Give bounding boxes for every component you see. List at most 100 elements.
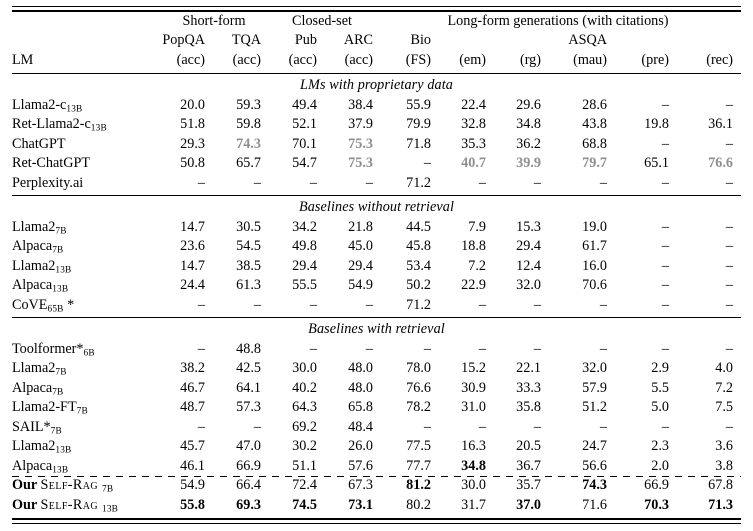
lm-column-spacer [12,12,162,31]
value-cell: 51.8 [180,116,205,132]
value-cell: 64.1 [236,379,261,396]
value-cell: 66.9 [644,477,669,493]
lm-name: Ret-ChatGPT [12,154,162,174]
table-row: Alpaca7B 23.6 54.5 49.8 45.0 45.8 18.8 29.4 61.7… [12,237,741,257]
lm-model-name: Alpaca [12,238,53,254]
value-cell: 15.3 [516,218,541,235]
value-cell: – [661,96,669,113]
lm-model-name: Ret-Llama2-c [12,116,91,132]
value-cell: – [533,418,541,435]
lm-name: Perplexity.ai [12,174,162,194]
value-cell: 16.0 [582,257,607,274]
lm-name: SAIL*7B [12,418,162,442]
value-cell: – [599,418,607,435]
value-cell: 67.8 [708,477,733,493]
col-metric-3: (acc) [344,52,373,68]
value-cell: 33.3 [516,379,541,396]
value-cell: 23.6 [180,238,205,254]
lm-size-subscript: 13B [101,504,119,514]
value-cell: 54.5 [236,238,261,254]
value-cell: 38.2 [180,360,205,376]
section-title: LMs with proprietary data [300,77,453,93]
table-row: Llama27B 38.2 42.5 30.0 48.0 78.0 15.2 22.1 32.0… [12,359,741,379]
table-row: Llama2-FT7B 48.7 57.3 64.3 65.8 78.2 31.0 35.8 5… [12,398,741,418]
value-cell: – [661,238,669,254]
col-name-PopQA: PopQA [162,32,205,48]
lm-model-name: Alpaca [12,457,53,474]
value-cell: 69.3 [236,496,261,513]
value-cell: 34.8 [516,116,541,132]
lm-size-subscript: 7B [50,426,62,436]
value-cell: 22.1 [516,360,541,376]
value-cell: 45.0 [348,238,373,254]
value-cell: – [533,340,541,357]
value-cell: 31.0 [461,399,486,415]
value-cell: 78.2 [406,399,431,415]
value-cell: – [725,296,733,313]
lm-model-name: Llama2-FT [12,399,77,415]
table-row: Alpaca13B 46.1 66.9 51.1 57.6 77.7 34.8 36.7 56.… [12,457,741,477]
value-cell: 30.2 [292,438,317,454]
value-cell: – [661,418,669,435]
value-cell: 52.1 [292,116,317,132]
value-cell: – [725,174,733,191]
table-row: Toolformer*6B – 48.8 – – – – – – – – [12,340,741,360]
value-cell: 75.3 [348,155,373,171]
section-title: Baselines without retrieval [298,199,455,215]
value-cell: 30.0 [292,360,317,376]
col-metric-2: (acc) [288,52,317,68]
value-cell: 71.8 [406,135,431,152]
lm-name: Llama2-FT7B [12,398,162,422]
lm-model-name: Alpaca [12,277,53,293]
lm-header-label: LM [12,52,34,68]
value-cell: 46.7 [180,379,205,396]
value-cell: 74.3 [236,135,261,152]
value-cell: 5.5 [651,379,669,396]
value-cell: 65.7 [236,155,261,171]
lm-size-subscript: 13B [55,265,72,275]
value-cell: 45.7 [180,438,205,454]
value-cell: – [533,296,541,313]
value-cell: – [533,174,541,191]
value-cell: – [309,340,317,357]
value-cell: 54.9 [348,277,373,293]
value-cell: 56.6 [582,457,607,474]
value-cell: 61.7 [582,238,607,254]
value-cell: 50.2 [406,277,431,293]
value-cell: 54.7 [292,155,317,171]
value-cell: 34.8 [461,457,486,474]
value-cell: 51.1 [292,457,317,474]
value-cell: 59.3 [236,96,261,113]
value-cell: – [365,340,373,357]
lm-model-name: ChatGPT [12,135,66,152]
lm-name: Llama2-c13B [12,96,162,120]
header-rule [12,73,741,74]
value-cell: 38.5 [236,257,261,274]
lm-size-subscript: 13B [52,465,69,475]
value-cell: 45.8 [406,238,431,254]
col-metric-9: (rec) [706,52,733,68]
value-cell: – [478,174,486,191]
value-cell: 81.2 [406,477,431,493]
lm-model-name: Alpaca [12,379,53,396]
table-row: Perplexity.ai – – – – 71.2 – – – – – [12,174,741,194]
value-cell: – [253,418,261,435]
value-cell: 14.7 [180,218,205,235]
lm-our-prefix: Our [12,477,41,493]
lm-size-subscript: 6B [83,348,95,358]
value-cell: 42.5 [236,360,261,376]
lm-name: Alpaca7B [12,379,162,403]
header-name-row: PopQA TQA Pub ARC Bio ASQA [12,31,741,50]
lm-size-subscript: 13B [55,445,72,456]
value-cell: 68.8 [582,135,607,152]
value-cell: 71.2 [406,296,431,313]
value-cell: – [725,96,733,113]
table-row: Our Self-Rag 7B 54.9 66.4 72.4 67.3 81.2 30.0 3… [12,476,741,496]
value-cell: 70.1 [292,135,317,152]
header-metric-row: LM (acc) (acc) (acc) (acc) (FS) (em) (rg) (mau) (… [12,50,741,70]
value-cell: 76.6 [708,155,733,171]
value-cell: 70.3 [644,496,669,513]
value-cell: 48.8 [236,340,261,357]
lm-model-name: Llama2 [12,218,56,235]
group-header-1: Closed-set [292,13,352,29]
